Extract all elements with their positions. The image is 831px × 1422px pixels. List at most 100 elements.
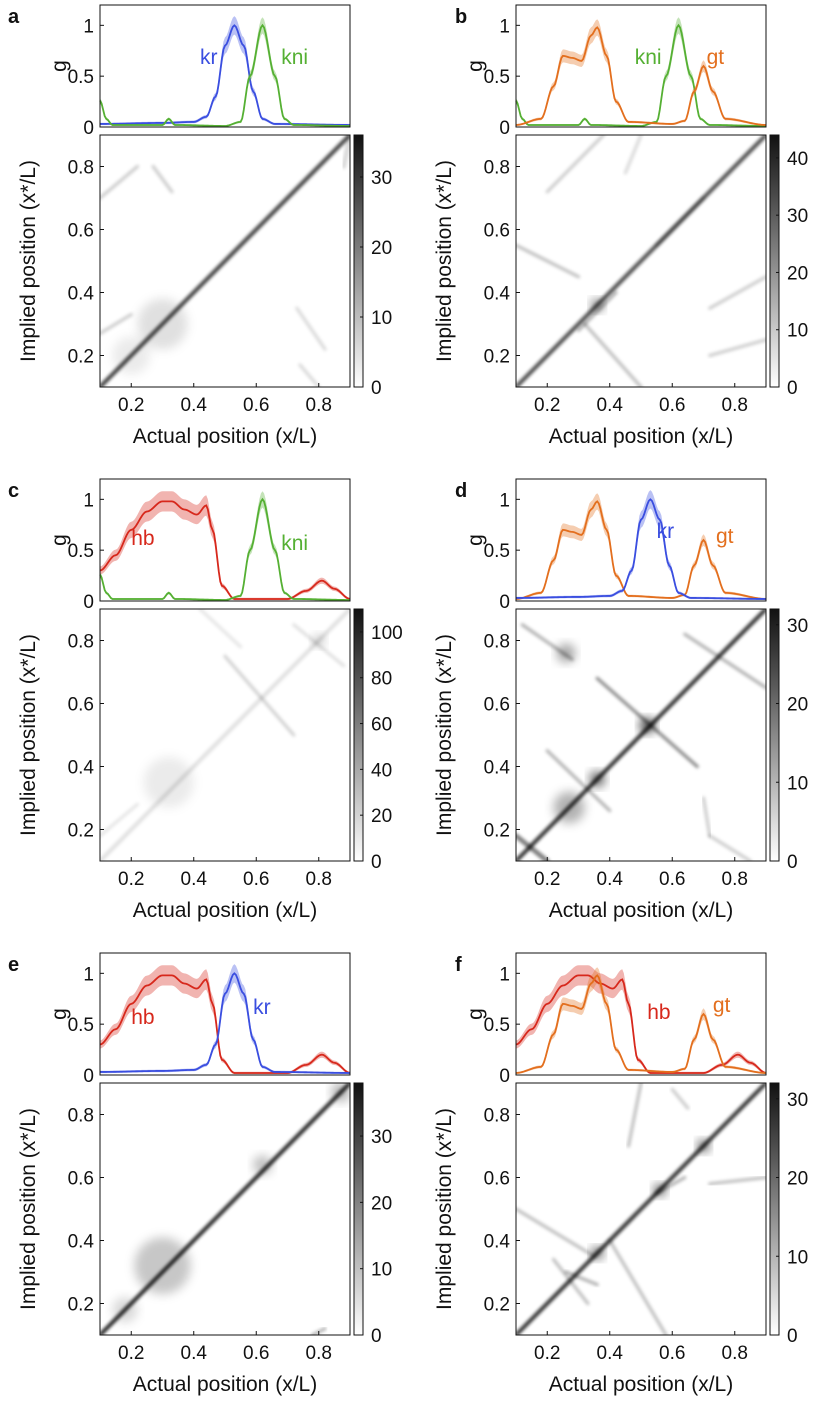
- map-ytick-d: 0.4: [484, 758, 511, 779]
- map-ylabel-f: Implied position (x*/L): [433, 1108, 456, 1310]
- map-xtick-c: 0.4: [181, 869, 208, 890]
- colorbar-tick-f: 0: [787, 1326, 798, 1347]
- profile-ytick-b: 1: [499, 16, 510, 37]
- map-ytick-b: 0.6: [484, 221, 510, 242]
- heat-ridge: [708, 338, 766, 358]
- profile-frame-d: [515, 478, 767, 602]
- heat-ridge: [516, 243, 581, 279]
- heat-ridge: [583, 322, 643, 387]
- map-xtick-d: 0.6: [659, 869, 685, 890]
- map-xlabel-e: Actual position (x/L): [133, 1373, 317, 1396]
- heatmap-d: [516, 609, 766, 861]
- profile-ylabel-a: g: [48, 60, 71, 72]
- line-d-gt: [515, 500, 767, 600]
- gene-label-c-hb: hb: [131, 527, 154, 550]
- profile-ytick-f: 1: [499, 964, 510, 985]
- heatmap-f: [516, 1083, 766, 1335]
- heat-ridge: [295, 306, 327, 351]
- map-ytick-e: 0.8: [68, 1106, 94, 1127]
- colorbar-a: [353, 134, 364, 388]
- band-b-gt: [516, 19, 766, 126]
- map-frame-a: [99, 134, 351, 388]
- map-xtick-d: 0.8: [722, 869, 748, 890]
- heat-ridge: [151, 164, 174, 194]
- heat-diagonal-f: [516, 1083, 766, 1335]
- gene-label-e-kr: kr: [253, 996, 271, 1019]
- band-b-kni: [516, 17, 766, 127]
- profile-ylabel-c: g: [48, 534, 71, 546]
- heat-ridge: [623, 135, 643, 175]
- heat-ridge: [223, 654, 296, 737]
- heat-blob: [253, 1155, 272, 1175]
- gene-label-f-hb: hb: [647, 1001, 670, 1024]
- colorbar-tick-c: 0: [371, 852, 382, 873]
- gene-label-b-kni: kni: [635, 46, 662, 69]
- map-xlabel-f: Actual position (x/L): [549, 1373, 733, 1396]
- map-ytick-e: 0.4: [68, 1232, 95, 1253]
- map-xtick-d: 0.4: [597, 869, 624, 890]
- map-xtick-c: 0.6: [243, 869, 269, 890]
- heat-blob: [143, 757, 194, 808]
- profile-ytick-b: 0.5: [484, 67, 510, 88]
- colorbar-tick-b: 10: [787, 321, 808, 342]
- map-xtick-a: 0.6: [243, 395, 269, 416]
- panel-b: b kni gt 0 0.5 1 g 0.2 0.2 0.4 0.4 0.6 0.6 0.8 0.8 Actu…: [433, 4, 808, 448]
- band-a-kni: [100, 17, 350, 127]
- map-xtick-f: 0.8: [722, 1343, 748, 1364]
- heat-ridge: [608, 1238, 668, 1335]
- map-ylabel-d: Implied position (x*/L): [433, 634, 456, 836]
- map-ylabel-e: Implied position (x*/L): [17, 1108, 40, 1310]
- map-xlabel-c: Actual position (x/L): [133, 899, 317, 922]
- profile-ytick-e: 0.5: [68, 1015, 94, 1036]
- heat-diagonal-e: [100, 1083, 350, 1335]
- panel-a: a kr kni 0 0.5 1 g 0.2 0.2 0.4 0.4 0.6 0.6 0.8 0.8 Actu…: [8, 4, 392, 448]
- heat-ridge: [708, 1175, 766, 1186]
- gene-label-c-kni: kni: [281, 532, 308, 555]
- map-xlabel-b: Actual position (x/L): [549, 425, 733, 448]
- line-f-hb: [515, 974, 767, 1074]
- map-ytick-e: 0.2: [68, 1295, 94, 1316]
- heat-ridge: [198, 609, 243, 649]
- heat-ridge: [100, 164, 140, 200]
- profile-ylabel-b: g: [464, 60, 487, 72]
- line-b-kni: [515, 23, 767, 127]
- colorbar-tick-a: 10: [371, 308, 392, 329]
- profile-ylabel-d: g: [464, 534, 487, 546]
- heat-diagonal-a: [100, 135, 350, 387]
- profile-ylabel-f: g: [464, 1008, 487, 1020]
- colorbar-tick-e: 0: [371, 1326, 382, 1347]
- panel-c: c hb kni 0 0.5 1 g 0.2 0.2 0.4 0.4 0.6 0.6 0.8 0.8 Actu…: [8, 478, 403, 922]
- line-c-hb: [99, 500, 351, 600]
- map-ytick-a: 0.6: [68, 221, 94, 242]
- map-xlabel-a: Actual position (x/L): [133, 425, 317, 448]
- profile-frame-c: [99, 478, 351, 602]
- map-xtick-b: 0.2: [534, 395, 560, 416]
- profile-ytick-c: 1: [83, 490, 94, 511]
- colorbar-tick-a: 30: [371, 168, 392, 189]
- band-d-kr: [516, 490, 766, 601]
- map-xtick-e: 0.4: [181, 1343, 208, 1364]
- colorbar-tick-e: 20: [371, 1193, 392, 1214]
- heat-ridge: [708, 275, 766, 310]
- map-ytick-f: 0.8: [484, 1106, 510, 1127]
- colorbar-tick-d: 20: [787, 695, 808, 716]
- line-b-gt: [515, 26, 767, 126]
- colorbar-f: [769, 1082, 780, 1336]
- band-f-gt: [516, 967, 766, 1074]
- colorbar-tick-d: 10: [787, 773, 808, 794]
- map-xtick-b: 0.4: [597, 395, 624, 416]
- colorbar-tick-f: 20: [787, 1169, 808, 1190]
- colorbar-tick-c: 40: [371, 760, 392, 781]
- profile-ytick-d: 0.5: [484, 541, 510, 562]
- band-f-hb: [516, 965, 766, 1075]
- map-xtick-f: 0.6: [659, 1343, 685, 1364]
- band-a-kr: [100, 16, 350, 127]
- line-a-kni: [99, 23, 351, 127]
- gene-label-a-kni: kni: [281, 46, 308, 69]
- map-frame-e: [99, 1082, 351, 1336]
- colorbar-d: [769, 608, 780, 862]
- gene-label-e-hb: hb: [131, 1006, 154, 1029]
- map-ytick-b: 0.4: [484, 284, 511, 305]
- profile-ytick-c: 0.5: [68, 541, 94, 562]
